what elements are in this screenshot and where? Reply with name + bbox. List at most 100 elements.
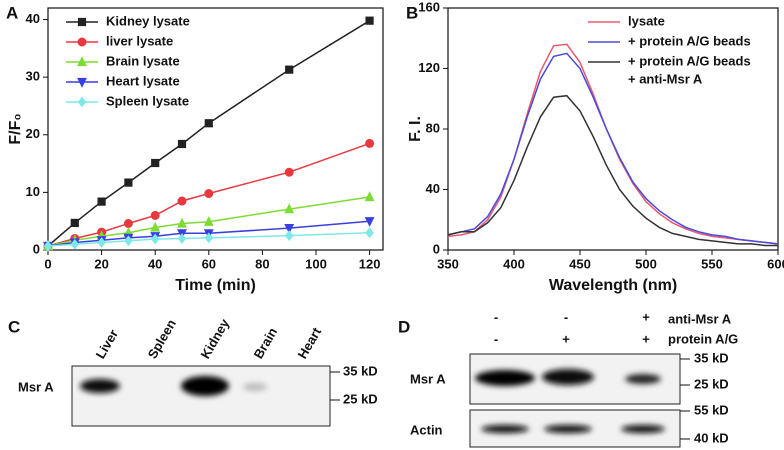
sign: - bbox=[564, 309, 568, 324]
x-tick-label: 0 bbox=[44, 256, 51, 271]
y-tick-label: 0 bbox=[33, 241, 40, 256]
y-axis-title: F/F₀ bbox=[7, 113, 24, 144]
marker bbox=[177, 217, 187, 228]
lane-label: Spleen bbox=[145, 317, 179, 361]
marker bbox=[365, 16, 374, 25]
condition-label: protein A/G bbox=[668, 331, 738, 346]
legend-marker bbox=[77, 96, 87, 108]
x-axis-title: Time (min) bbox=[175, 277, 256, 294]
legend-label: + protein A/G beads bbox=[628, 53, 751, 68]
y-axis-title-group: F. I. bbox=[407, 116, 424, 142]
lane-label: Liver bbox=[93, 327, 122, 361]
marker-label: 25 kD bbox=[343, 391, 378, 406]
marker bbox=[284, 224, 295, 234]
marker-label: 35 kD bbox=[694, 350, 729, 365]
panel-label: C bbox=[8, 317, 20, 336]
y-tick-label: 30 bbox=[26, 69, 40, 84]
y-tick-label: 160 bbox=[418, 0, 440, 14]
blot bbox=[71, 365, 331, 427]
marker bbox=[204, 119, 213, 128]
y-tick-label: 80 bbox=[426, 120, 440, 135]
row-label: Actin bbox=[410, 422, 443, 437]
marker bbox=[150, 210, 160, 220]
band bbox=[181, 376, 229, 396]
y-tick-label: 120 bbox=[418, 60, 440, 75]
band bbox=[475, 370, 535, 386]
marker bbox=[151, 158, 160, 168]
legend-label: + anti-Msr A bbox=[628, 71, 703, 86]
y-axis-title: F. I. bbox=[407, 116, 424, 142]
y-tick-label: 20 bbox=[26, 126, 40, 141]
marker bbox=[204, 232, 214, 244]
marker bbox=[150, 233, 160, 245]
marker bbox=[177, 196, 187, 206]
x-tick-label: 80 bbox=[255, 256, 269, 271]
panel-label: A bbox=[6, 3, 18, 22]
legend-label: Spleen lysate bbox=[106, 93, 189, 108]
band bbox=[621, 425, 665, 433]
marker bbox=[177, 233, 187, 244]
marker bbox=[150, 221, 161, 232]
legend-marker bbox=[77, 56, 87, 67]
series-line bbox=[447, 94, 778, 247]
y-axis-title-group: F/F₀ bbox=[7, 113, 24, 144]
legend-label: Brain lysate bbox=[106, 53, 180, 68]
condition-label: anti-Msr A bbox=[668, 311, 732, 326]
y-tick-label: 40 bbox=[26, 11, 40, 26]
marker bbox=[70, 238, 80, 250]
marker bbox=[97, 197, 106, 206]
band bbox=[625, 374, 661, 384]
marker bbox=[124, 178, 133, 187]
band bbox=[243, 383, 267, 391]
marker bbox=[124, 235, 133, 247]
marker bbox=[70, 218, 79, 228]
x-tick-label: 500 bbox=[635, 256, 657, 271]
legend-label: lysate bbox=[628, 13, 665, 28]
band bbox=[80, 379, 120, 393]
legend-label: Kidney lysate bbox=[106, 13, 190, 28]
x-axis-title: Wavelength (nm) bbox=[549, 277, 677, 294]
marker bbox=[365, 227, 374, 239]
x-tick-label: 450 bbox=[569, 256, 591, 271]
marker bbox=[284, 167, 294, 177]
plot-frame bbox=[47, 7, 384, 251]
band bbox=[544, 425, 592, 433]
band bbox=[481, 425, 529, 433]
marker bbox=[204, 189, 214, 199]
legend-marker bbox=[77, 37, 87, 47]
x-tick-label: 550 bbox=[701, 256, 723, 271]
marker bbox=[285, 65, 294, 74]
marker-label: 25 kD bbox=[694, 376, 729, 391]
marker bbox=[284, 230, 294, 242]
marker-label: 35 kD bbox=[343, 363, 378, 378]
legend-label: + protein A/G beads bbox=[628, 33, 751, 48]
y-tick-label: 0 bbox=[433, 241, 440, 256]
legend-label: liver lysate bbox=[106, 33, 173, 48]
marker bbox=[97, 237, 106, 248]
band bbox=[542, 369, 594, 385]
marker bbox=[284, 203, 295, 214]
x-tick-label: 120 bbox=[359, 256, 381, 271]
marker-label: 55 kD bbox=[694, 402, 729, 417]
legend-label: Heart lysate bbox=[106, 73, 180, 88]
y-tick-label: 10 bbox=[26, 184, 40, 199]
x-tick-label: 100 bbox=[305, 256, 327, 271]
x-tick-label: 40 bbox=[148, 256, 162, 271]
marker bbox=[177, 139, 187, 149]
y-tick-label: 40 bbox=[426, 181, 440, 196]
panel-label: D bbox=[398, 317, 410, 336]
sign: + bbox=[642, 309, 650, 324]
x-tick-label: 350 bbox=[437, 256, 459, 271]
marker bbox=[203, 216, 214, 226]
x-tick-label: 20 bbox=[94, 256, 108, 271]
x-tick-label: 600 bbox=[767, 256, 784, 271]
marker bbox=[123, 218, 133, 228]
sign: - bbox=[494, 309, 498, 324]
marker bbox=[43, 240, 53, 252]
legend-marker bbox=[77, 17, 87, 27]
series-line bbox=[47, 20, 370, 247]
x-tick-label: 400 bbox=[503, 256, 525, 271]
marker bbox=[364, 217, 375, 227]
sign: - bbox=[494, 331, 498, 346]
